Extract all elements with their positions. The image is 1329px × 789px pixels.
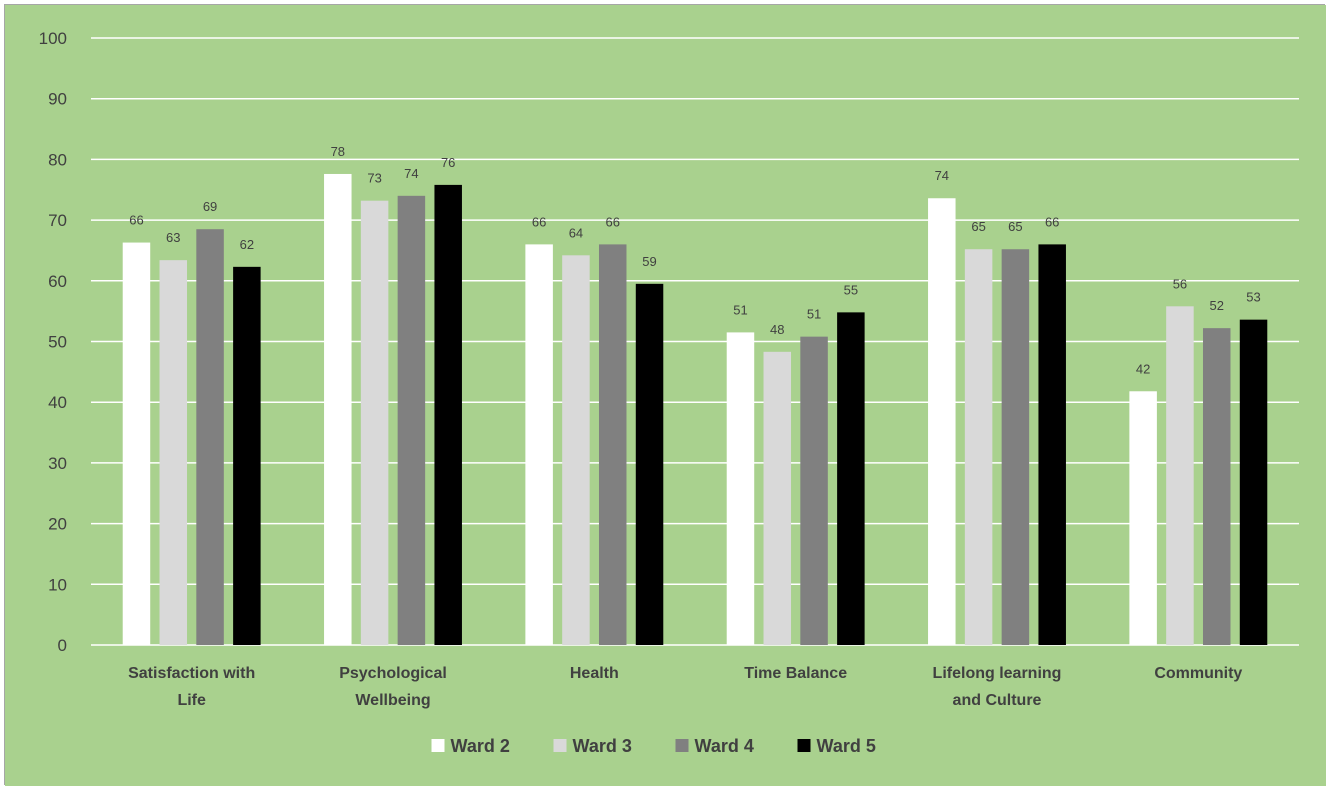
bar-ward-3 xyxy=(763,351,792,645)
y-tick-label: 50 xyxy=(48,333,67,352)
data-label: 52 xyxy=(1209,298,1223,313)
legend-swatch xyxy=(431,739,445,752)
data-label: 48 xyxy=(770,322,784,337)
legend-swatch xyxy=(797,739,811,752)
bar-ward-3 xyxy=(1166,306,1194,645)
bar-ward-5 xyxy=(635,283,664,645)
bar-chart: 0 10 20 30 40 50 60 70 80 90 100 66 63 69 62 Satisfacti… xyxy=(5,5,1326,786)
bar-ward-4 xyxy=(1001,249,1030,645)
x-category-label: Lifelong learning xyxy=(933,665,1062,682)
bar-ward-3 xyxy=(159,260,188,645)
y-tick-label: 10 xyxy=(48,575,67,594)
x-category-label: Life xyxy=(177,692,206,709)
data-label: 53 xyxy=(1246,290,1260,305)
bar-ward-4 xyxy=(598,244,627,645)
data-label: 69 xyxy=(203,199,217,214)
data-label: 78 xyxy=(331,144,345,159)
y-tick-label: 20 xyxy=(48,515,67,534)
chart-container: 0 10 20 30 40 50 60 70 80 90 100 66 63 69 62 Satisfacti… xyxy=(4,4,1326,786)
x-category-label: and Culture xyxy=(953,692,1042,709)
y-tick-label: 40 xyxy=(48,393,67,412)
bar-ward-5 xyxy=(837,312,865,645)
legend-swatch xyxy=(553,739,567,752)
y-tick-label: 30 xyxy=(48,454,67,473)
data-label: 56 xyxy=(1173,276,1187,291)
bar-ward-2 xyxy=(726,332,755,645)
data-label: 62 xyxy=(240,237,254,252)
data-label: 66 xyxy=(532,214,546,229)
x-category-label: Health xyxy=(570,665,619,682)
data-label: 74 xyxy=(935,168,949,183)
y-tick-label: 80 xyxy=(48,150,67,169)
bar-ward-2 xyxy=(324,173,352,645)
y-tick-label: 0 xyxy=(58,636,67,655)
data-label: 59 xyxy=(642,254,656,269)
bar-ward-5 xyxy=(1038,244,1066,645)
bar-ward-2 xyxy=(1129,391,1157,645)
x-category-label: Satisfaction with xyxy=(128,665,255,682)
chart-background xyxy=(5,5,1326,786)
bar-ward-4 xyxy=(196,229,224,645)
bar-ward-3 xyxy=(360,200,389,645)
data-label: 66 xyxy=(605,214,619,229)
bar-ward-4 xyxy=(397,195,426,645)
data-label: 55 xyxy=(844,282,858,297)
data-label: 65 xyxy=(1008,219,1022,234)
y-tick-label: 70 xyxy=(48,211,67,230)
bar-ward-5 xyxy=(434,184,462,646)
bar-ward-3 xyxy=(562,255,590,645)
bar-ward-2 xyxy=(525,244,553,645)
data-label: 66 xyxy=(129,213,143,228)
legend-label: Ward 2 xyxy=(451,736,510,756)
data-label: 66 xyxy=(1045,214,1059,229)
data-label: 51 xyxy=(733,302,747,317)
x-category-label: Psychological xyxy=(339,665,447,682)
legend-label: Ward 5 xyxy=(817,736,876,756)
data-label: 73 xyxy=(367,171,381,186)
bar-ward-4 xyxy=(800,336,828,645)
y-tick-label: 90 xyxy=(48,90,67,109)
x-category-label: Time Balance xyxy=(744,665,847,682)
x-category-label: Community xyxy=(1154,665,1242,682)
bar-ward-4 xyxy=(1202,328,1231,645)
data-label: 42 xyxy=(1136,361,1150,376)
x-category-label: Wellbeing xyxy=(355,692,430,709)
bar-ward-2 xyxy=(928,198,956,646)
data-label: 74 xyxy=(404,166,418,181)
data-label: 51 xyxy=(807,307,821,322)
bar-ward-5 xyxy=(1239,319,1268,645)
legend-swatch xyxy=(675,739,689,752)
y-tick-label: 100 xyxy=(39,29,67,48)
legend-label: Ward 3 xyxy=(573,736,632,756)
data-label: 65 xyxy=(971,219,985,234)
data-label: 64 xyxy=(569,225,583,240)
bar-ward-2 xyxy=(122,242,151,645)
data-label: 63 xyxy=(166,230,180,245)
bar-ward-5 xyxy=(233,266,261,645)
y-tick-label: 60 xyxy=(48,272,67,291)
data-label: 76 xyxy=(441,155,455,170)
legend-label: Ward 4 xyxy=(695,736,754,756)
bar-ward-3 xyxy=(964,249,993,645)
